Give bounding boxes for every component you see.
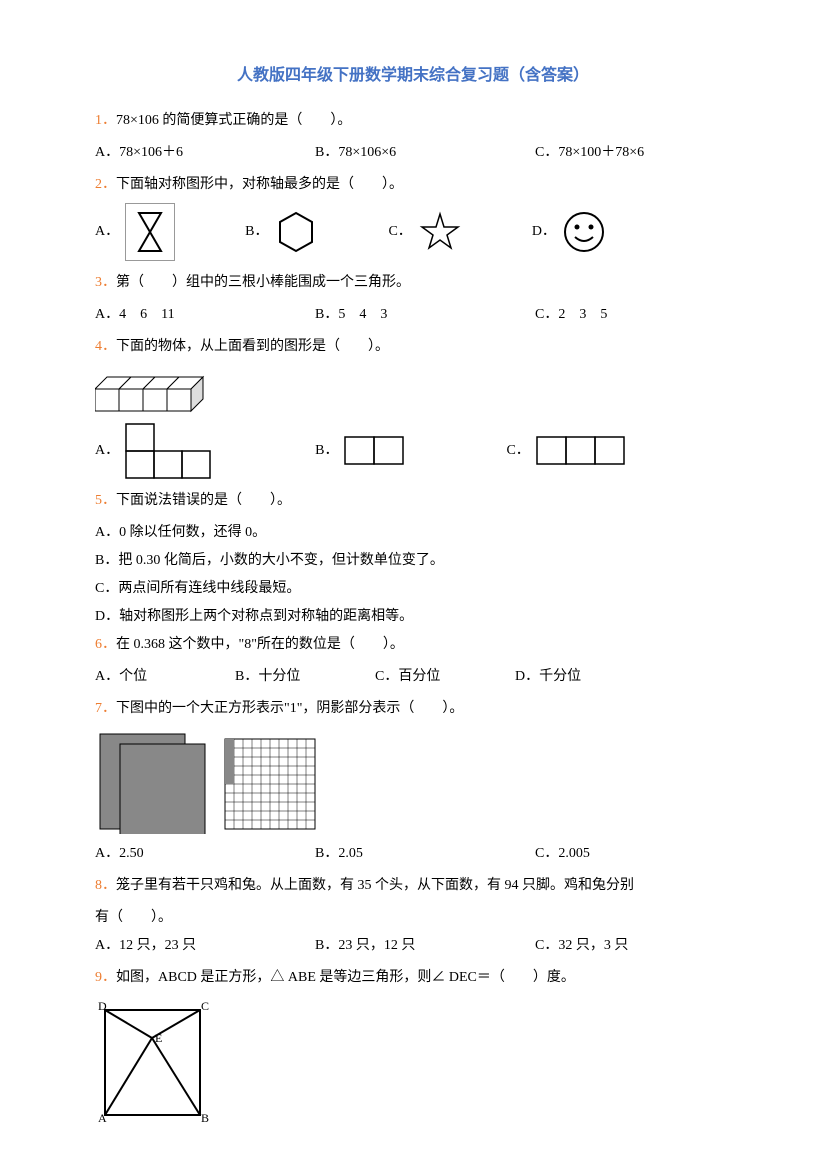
question-9: 9．如图，ABCD 是正方形，△ ABE 是等边三角形，则∠ DEC＝（ ）度。 [95, 964, 731, 992]
smiley-icon [562, 210, 606, 254]
shape-c-icon [536, 436, 628, 466]
question-6: 6．在 0.368 这个数中，"8"所在的数位是（ ）。 [95, 631, 731, 659]
q2-text: 下面轴对称图形中，对称轴最多的是（ ）。 [116, 177, 403, 192]
q2-opt-a: A． [95, 203, 175, 261]
q8-opt-c: C．32 只，3 只 [535, 932, 715, 960]
q1-opt-c: C．78×100＋78×6 [535, 139, 715, 167]
page-title: 人教版四年级下册数学期末综合复习题（含答案） [95, 60, 731, 92]
q1-opt-a: A．78×106＋6 [95, 139, 315, 167]
q5-opt-c: C．两点间所有连线中线段最短。 [95, 575, 731, 603]
q6-opt-b: B．十分位 [235, 663, 375, 691]
svg-text:B: B [201, 1111, 209, 1123]
q8-options: A．12 只，23 只 B．23 只，12 只 C．32 只，3 只 [95, 932, 731, 960]
q2-lab-d: D． [532, 218, 556, 246]
q5-opt-d: D．轴对称图形上两个对称点到对称轴的距离相等。 [95, 603, 731, 631]
q8-text2: 有（ ）。 [95, 904, 731, 932]
question-5: 5．下面说法错误的是（ ）。 [95, 487, 731, 515]
star-icon [418, 210, 462, 254]
shape-b-icon [344, 436, 406, 466]
q1-opt-b: B．78×106×6 [315, 139, 535, 167]
svg-text:E: E [155, 1031, 162, 1045]
svg-text:C: C [201, 999, 209, 1013]
q8-opt-a: A．12 只，23 只 [95, 932, 315, 960]
q4-figure [95, 367, 731, 417]
q2-lab-a: A． [95, 218, 119, 246]
q2-opt-b: B． [245, 210, 318, 254]
q7-opt-c: C．2.005 [535, 840, 715, 868]
q3-num: 3． [95, 275, 116, 290]
q4-opt-b: B． [315, 436, 406, 466]
squares-grid-icon [95, 729, 325, 834]
q9-text: 如图，ABCD 是正方形，△ ABE 是等边三角形，则∠ DEC＝（ ）度。 [116, 970, 575, 985]
question-1: 1．78×106 的简便算式正确的是（ ）。 [95, 107, 731, 135]
q7-options: A．2.50 B．2.05 C．2.005 [95, 840, 731, 868]
q8-opt-b: B．23 只，12 只 [315, 932, 535, 960]
shape-a-icon [125, 423, 215, 479]
q3-opt-b: B．5 4 3 [315, 301, 535, 329]
question-4: 4．下面的物体，从上面看到的图形是（ ）。 [95, 333, 731, 361]
q1-num: 1． [95, 113, 116, 128]
question-7: 7．下图中的一个大正方形表示"1"，阴影部分表示（ ）。 [95, 695, 731, 723]
q2-lab-c: C． [388, 218, 411, 246]
q4-text: 下面的物体，从上面看到的图形是（ ）。 [116, 339, 389, 354]
q5-opt-b: B．把 0.30 化简后，小数的大小不变，但计数单位变了。 [95, 547, 731, 575]
q6-opt-a: A．个位 [95, 663, 235, 691]
q4-opt-a: A． [95, 423, 215, 479]
question-2: 2．下面轴对称图形中，对称轴最多的是（ ）。 [95, 171, 731, 199]
q7-text: 下图中的一个大正方形表示"1"，阴影部分表示（ ）。 [116, 701, 463, 716]
question-8: 8．笼子里有若干只鸡和兔。从上面数，有 35 个头，从下面数，有 94 只脚。鸡… [95, 872, 731, 900]
square-triangle-icon: D C A B E [95, 998, 210, 1123]
q4-options: A． B． C． [95, 423, 731, 479]
q2-opt-c: C． [388, 210, 461, 254]
q5-opt-a: A．0 除以任何数，还得 0。 [95, 519, 731, 547]
q6-num: 6． [95, 637, 116, 652]
q2-opt-d: D． [532, 210, 606, 254]
svg-text:D: D [98, 999, 107, 1013]
q6-options: A．个位 B．十分位 C．百分位 D．千分位 [95, 663, 731, 691]
q5-num: 5． [95, 493, 116, 508]
q4-opt-c: C． [506, 436, 627, 466]
q3-opt-a: A．4 6 11 [95, 301, 315, 329]
q9-num: 9． [95, 970, 116, 985]
q7-figure [95, 729, 731, 834]
q8-text: 笼子里有若干只鸡和兔。从上面数，有 35 个头，从下面数，有 94 只脚。鸡和兔… [116, 878, 634, 893]
q9-figure: D C A B E [95, 998, 731, 1123]
q2-lab-b: B． [245, 218, 268, 246]
q5-text: 下面说法错误的是（ ）。 [116, 493, 291, 508]
q4-lab-b: B． [315, 437, 338, 465]
svg-text:A: A [98, 1111, 107, 1123]
q4-num: 4． [95, 339, 116, 354]
q6-opt-c: C．百分位 [375, 663, 515, 691]
q6-text: 在 0.368 这个数中，"8"所在的数位是（ ）。 [116, 637, 404, 652]
q7-opt-b: B．2.05 [315, 840, 535, 868]
q6-opt-d: D．千分位 [515, 663, 615, 691]
q7-num: 7． [95, 701, 116, 716]
q1-text: 78×106 的简便算式正确的是（ ）。 [116, 113, 351, 128]
q1-options: A．78×106＋6 B．78×106×6 C．78×100＋78×6 [95, 139, 731, 167]
hexagon-icon [274, 210, 318, 254]
question-3: 3．第（ ）组中的三根小棒能围成一个三角形。 [95, 269, 731, 297]
q3-text: 第（ ）组中的三根小棒能围成一个三角形。 [116, 275, 410, 290]
hourglass-icon [125, 203, 175, 261]
q2-num: 2． [95, 177, 116, 192]
q4-lab-c: C． [506, 437, 529, 465]
q4-lab-a: A． [95, 437, 119, 465]
cubes-icon [95, 367, 205, 417]
q3-opt-c: C．2 3 5 [535, 301, 715, 329]
q3-options: A．4 6 11 B．5 4 3 C．2 3 5 [95, 301, 731, 329]
q7-opt-a: A．2.50 [95, 840, 315, 868]
q8-num: 8． [95, 878, 116, 893]
q2-options: A． B． C． D． [95, 203, 731, 261]
